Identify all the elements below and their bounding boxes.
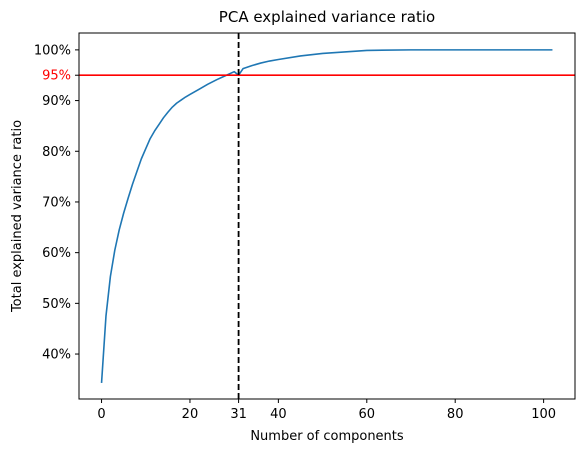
x-tick-label: 80	[447, 407, 464, 422]
chart-title: PCA explained variance ratio	[219, 8, 435, 26]
y-tick-label: 40%	[42, 348, 71, 363]
x-tick-label: 100	[531, 407, 556, 422]
y-tick-label: 70%	[42, 195, 71, 210]
y-tick-label: 100%	[34, 43, 71, 58]
y-tick-label: 50%	[42, 297, 71, 312]
y-tick-label: 60%	[42, 246, 71, 261]
x-tick-label: 20	[182, 407, 199, 422]
series-line	[100, 49, 553, 383]
x-tick-label-cutoff: 31	[230, 407, 247, 422]
x-tick-label: 60	[359, 407, 376, 422]
y-tick-label: 80%	[42, 145, 71, 160]
y-tick-label: 90%	[42, 94, 71, 109]
x-tick-label: 40	[270, 407, 287, 422]
y-tick-label-threshold: 95%	[42, 69, 71, 84]
y-axis-label: Total explained variance ratio	[10, 120, 25, 313]
x-tick-label: 0	[97, 407, 105, 422]
plot-area-frame	[78, 32, 576, 400]
x-axis-label: Number of components	[250, 429, 404, 444]
